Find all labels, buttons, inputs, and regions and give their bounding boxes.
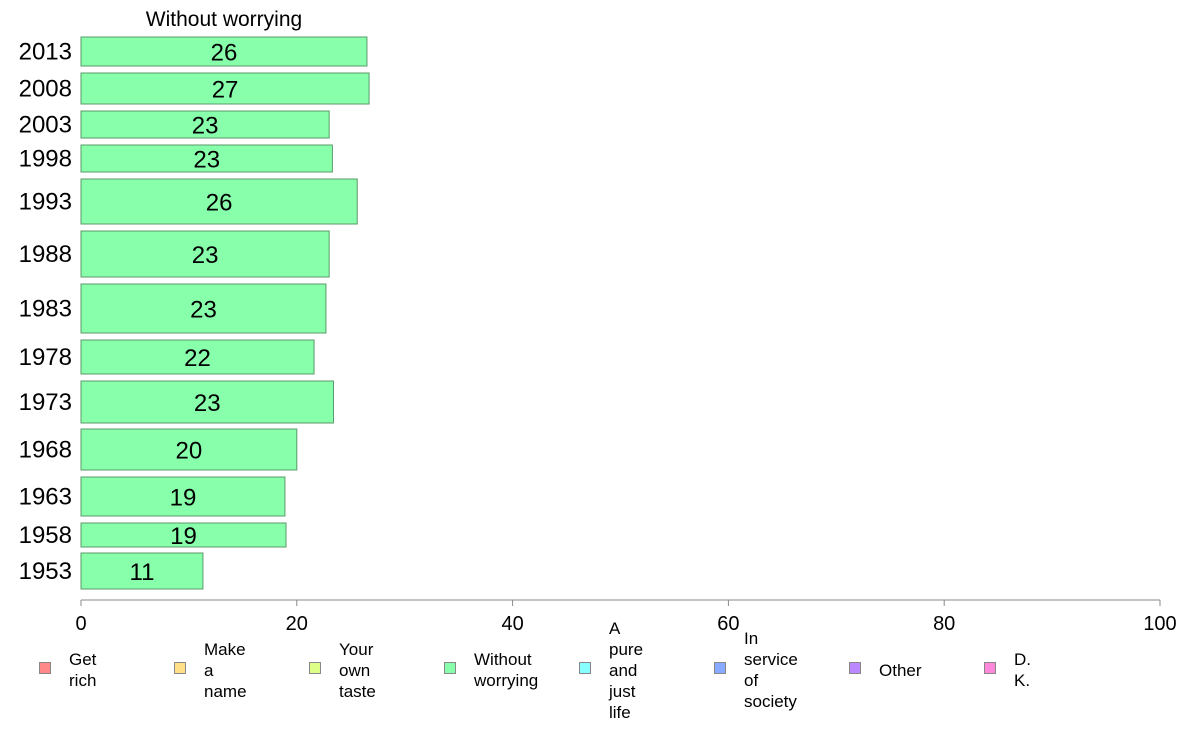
category-label: 2003 — [19, 112, 72, 139]
bar-value-label: 23 — [192, 113, 219, 140]
category-label: 1978 — [19, 344, 72, 371]
category-label: 1968 — [19, 437, 72, 464]
bar-2013 — [80, 36, 368, 67]
bar-1983 — [80, 283, 327, 334]
bar-value-label: 26 — [211, 40, 238, 67]
chart-title: Without worrying — [146, 8, 302, 31]
bar-1998 — [80, 144, 333, 173]
bar-value-label: 26 — [206, 190, 233, 217]
legend-swatch — [579, 662, 591, 674]
bar-value-label: 23 — [194, 390, 221, 417]
bar-value-label: 27 — [212, 77, 239, 104]
category-label: 1973 — [19, 389, 72, 416]
bar-value-label: 23 — [190, 297, 217, 324]
x-tick-label: 0 — [75, 613, 86, 635]
x-tick-label: 20 — [286, 613, 308, 635]
bar-1958 — [80, 522, 287, 548]
category-label: 1998 — [19, 146, 72, 173]
bar-2008 — [80, 72, 370, 105]
category-label: 1953 — [19, 558, 72, 585]
bar-1968 — [80, 428, 298, 471]
bar-value-label: 19 — [170, 523, 197, 550]
legend-label: Get rich — [69, 650, 97, 690]
bar-1978 — [80, 339, 315, 375]
legend-swatch — [984, 662, 996, 674]
legend-swatch — [39, 662, 51, 674]
x-axis: 0 20 40 60 80 100 — [75, 599, 1177, 635]
bar-2003 — [80, 110, 330, 139]
category-label: 1993 — [19, 189, 72, 216]
legend-label: Make a name — [204, 639, 247, 701]
bar-value-label: 23 — [193, 147, 220, 174]
category-label: 2013 — [19, 39, 72, 66]
bar-value-label: 19 — [170, 485, 197, 512]
bar-1988 — [80, 230, 330, 278]
x-tick-label: 100 — [1143, 613, 1176, 635]
legend-swatch — [309, 662, 321, 674]
legend-label: A pure and just life — [609, 618, 644, 722]
bar-1973 — [80, 380, 334, 424]
legend-label: D. K. — [1014, 650, 1031, 690]
category-label: 1958 — [19, 522, 72, 549]
bar-1963 — [80, 476, 286, 517]
legend-label: Without worrying — [474, 650, 539, 690]
x-tick-label: 40 — [501, 613, 523, 635]
legend-swatch — [714, 662, 726, 674]
legend: Get rich Make a name Your own taste Without… — [39, 618, 1159, 722]
category-label: 1988 — [19, 241, 72, 268]
legend-swatch — [174, 662, 186, 674]
bar-value-label: 22 — [184, 345, 211, 372]
x-tick-label: 60 — [717, 613, 739, 635]
category-label: 1983 — [19, 296, 72, 323]
legend-label: Your own taste — [339, 639, 376, 701]
bar-1993 — [80, 178, 358, 225]
legend-swatch — [444, 662, 456, 674]
bar-value-label: 11 — [130, 559, 155, 586]
x-tick-label: 80 — [933, 613, 955, 635]
legend-label: In service of society — [744, 629, 798, 711]
category-label: 2008 — [19, 76, 72, 103]
bar-1953 — [80, 552, 204, 590]
bar-value-label: 23 — [192, 242, 219, 269]
legend-label: Other — [879, 660, 922, 680]
bars-layer: 2013 26 2008 27 2003 23 1998 23 1993 26 1988 23 1983… — [19, 36, 370, 590]
legend-swatch — [849, 662, 861, 674]
category-label: 1963 — [19, 484, 72, 511]
bar-value-label: 20 — [176, 438, 203, 465]
